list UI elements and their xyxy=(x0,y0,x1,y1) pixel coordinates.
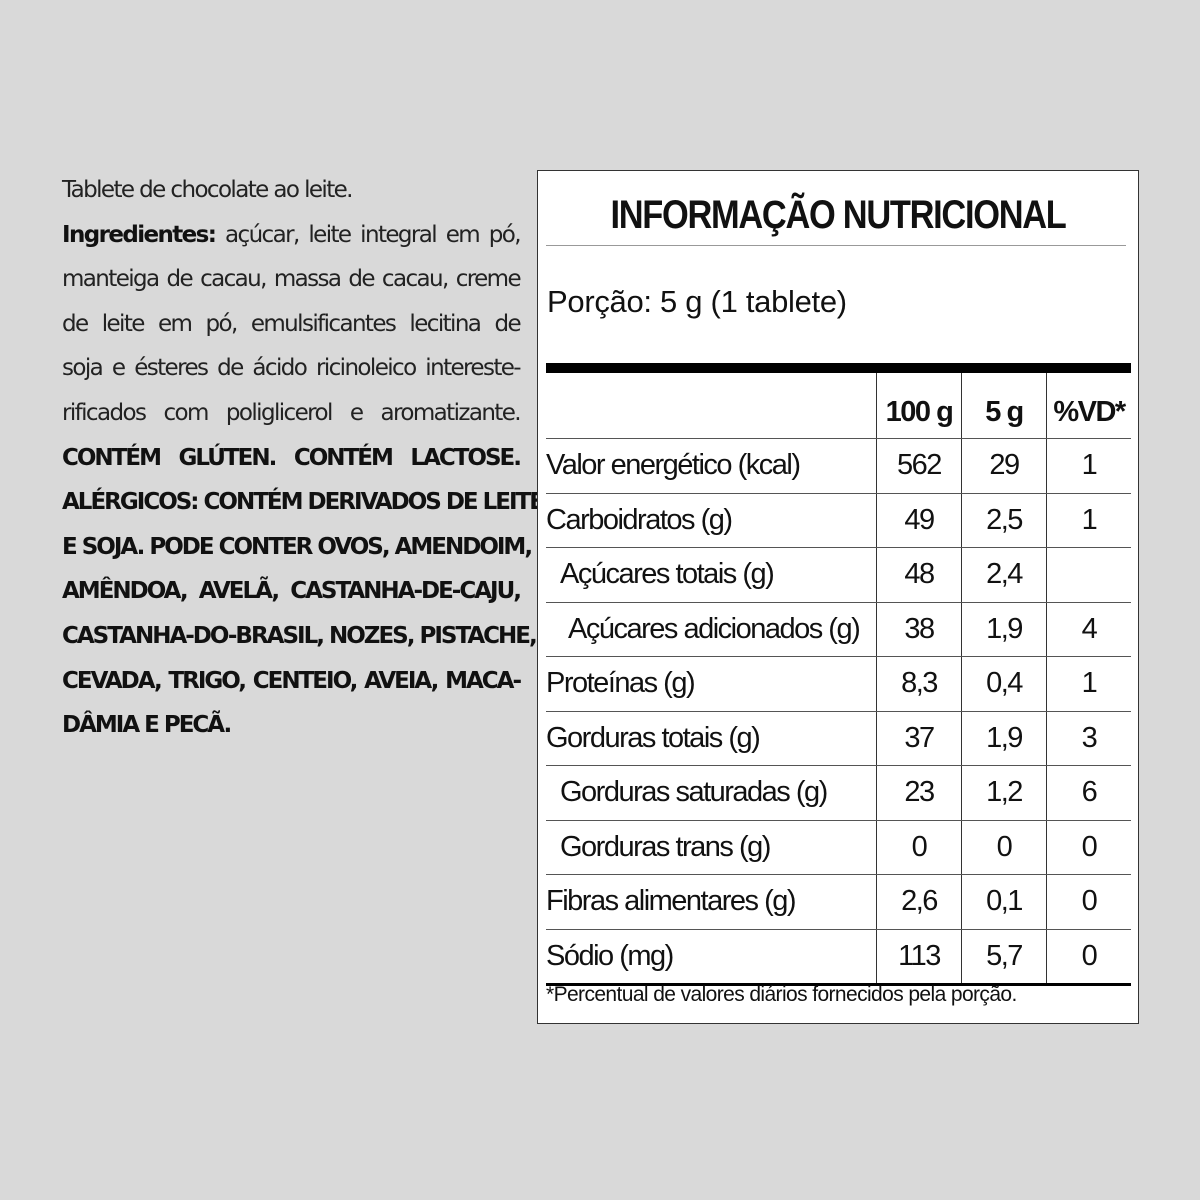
ingredients-text-segment: de leite em pó, emulsificantes lecitina … xyxy=(62,310,522,337)
ingredients-text-segment: Tablete de chocolate ao leite. xyxy=(62,177,353,203)
value-portion: 0,1 xyxy=(961,875,1046,929)
value-portion: 0,4 xyxy=(961,657,1046,711)
table-row: Açúcares adicionados (g) 38 1,9 4 xyxy=(546,602,1131,657)
divider xyxy=(546,245,1126,246)
value-vd: 1 xyxy=(1046,657,1131,711)
header-vd: %VD* xyxy=(1046,373,1131,438)
table-row: Fibras alimentares (g) 2,6 0,1 0 xyxy=(546,875,1131,930)
value-100g: 23 xyxy=(876,766,961,820)
value-100g: 49 xyxy=(876,493,961,547)
value-vd: 1 xyxy=(1046,493,1131,547)
value-100g: 8,3 xyxy=(876,657,961,711)
nutrient-label: Gorduras trans (g) xyxy=(560,830,771,863)
ingredients-label: Ingredientes: xyxy=(62,221,217,248)
nutrient-label: Carboidratos (g) xyxy=(546,503,733,536)
table-row: Gorduras totais (g) 37 1,9 3 xyxy=(546,711,1131,766)
allergen-line: CEVADA, TRIGO, CENTEIO, AVEIA, MACA- xyxy=(62,667,522,694)
table-row: Proteínas (g) 8,3 0,4 1 xyxy=(546,657,1131,712)
portion-size: Porção: 5 g (1 tablete) xyxy=(547,284,847,319)
ingredients-line: soja e ésteres de ácido ricinoleico inte… xyxy=(62,346,522,391)
nutrition-title: INFORMAÇÃO NUTRICIONAL xyxy=(610,193,1066,237)
nutrient-label: Fibras alimentares (g) xyxy=(546,885,797,918)
value-vd: 0 xyxy=(1046,875,1131,929)
allergen-line: E SOJA. PODE CONTER OVOS, AMENDOIM, xyxy=(62,533,533,560)
nutrient-label: Açúcares adicionados (g) xyxy=(568,612,861,645)
value-vd: 0 xyxy=(1046,929,1131,983)
value-portion: 0 xyxy=(961,820,1046,874)
allergen-line: AMÊNDOA, AVELÃ, CASTANHA-DE-CAJU, xyxy=(62,578,522,605)
value-portion: 1,9 xyxy=(961,602,1046,656)
header-100g: 100 g xyxy=(876,373,961,438)
value-vd: 4 xyxy=(1046,602,1131,656)
nutrient-label: Valor energético (kcal) xyxy=(546,449,801,482)
ingredients-line: de leite em pó, emulsificantes lecitina … xyxy=(62,302,522,347)
nutrient-label: Sódio (mg) xyxy=(546,939,674,972)
thick-divider xyxy=(546,363,1131,373)
nutrient-label: Gorduras saturadas (g) xyxy=(560,776,828,809)
allergen-line: CONTÉM GLÚTEN. CONTÉM LACTOSE. xyxy=(62,444,522,471)
value-portion: 1,9 xyxy=(961,711,1046,765)
table-row: Carboidratos (g) 49 2,5 1 xyxy=(546,493,1131,548)
ingredients-line: rificados com poliglicerol e aromatizant… xyxy=(62,391,522,436)
nutrient-table: 100 g 5 g %VD* Valor energético (kcal) 56… xyxy=(546,373,1131,986)
ingredients-line: Tablete de chocolate ao leite. xyxy=(62,168,520,213)
value-portion: 2,4 xyxy=(961,548,1046,602)
value-100g: 562 xyxy=(876,439,961,493)
header-portion: 5 g xyxy=(961,373,1046,438)
value-100g: 113 xyxy=(876,929,961,983)
value-100g: 2,6 xyxy=(876,875,961,929)
ingredients-text-segment: manteiga de cacau, massa de cacau, creme xyxy=(62,266,522,293)
table-row: Gorduras saturadas (g) 23 1,2 6 xyxy=(546,766,1131,821)
value-vd: 6 xyxy=(1046,766,1131,820)
nutrition-facts-table: INFORMAÇÃO NUTRICIONAL Porção: 5 g (1 ta… xyxy=(537,170,1139,1024)
table-row: Gorduras trans (g) 0 0 0 xyxy=(546,820,1131,875)
value-vd: 0 xyxy=(1046,820,1131,874)
header-label xyxy=(546,373,876,438)
value-100g: 37 xyxy=(876,711,961,765)
allergen-line: ALÉRGICOS: CONTÉM DERIVADOS DE LEITE xyxy=(62,489,545,516)
allergen-line: CASTANHA-DO-BRASIL, NOZES, PISTACHE, xyxy=(62,622,538,649)
value-vd: 3 xyxy=(1046,711,1131,765)
ingredients-text-segment: açúcar, leite integral em pó, xyxy=(215,221,522,248)
table-header: 100 g 5 g %VD* xyxy=(546,373,1131,439)
ingredients-text-segment: soja e ésteres de ácido ricinoleico inte… xyxy=(62,355,522,382)
value-portion: 29 xyxy=(961,439,1046,493)
value-portion: 2,5 xyxy=(961,493,1046,547)
table-row: Açúcares totais (g) 48 2,4 xyxy=(546,548,1131,603)
table-row: Sódio (mg) 113 5,7 0 xyxy=(546,929,1131,986)
allergen-line: DÂMIA E PECÃ. xyxy=(62,712,232,739)
footnote: *Percentual de valores diários fornecido… xyxy=(546,983,1017,1006)
value-100g: 0 xyxy=(876,820,961,874)
value-100g: 48 xyxy=(876,548,961,602)
nutrient-label: Proteínas (g) xyxy=(546,667,696,700)
ingredients-line: manteiga de cacau, massa de cacau, creme xyxy=(62,257,522,302)
ingredients-line: Ingredientes: açúcar, leite integral em … xyxy=(62,213,522,258)
nutrient-label: Gorduras totais (g) xyxy=(546,721,761,754)
nutrient-label: Açúcares totais (g) xyxy=(560,558,775,591)
ingredients-text: Tablete de chocolate ao leite. Ingredient… xyxy=(62,168,545,748)
value-portion: 5,7 xyxy=(961,929,1046,983)
table-row: Valor energético (kcal) 562 29 1 xyxy=(546,439,1131,494)
value-vd xyxy=(1046,548,1131,602)
value-portion: 1,2 xyxy=(961,766,1046,820)
ingredients-text-segment: rificados com poliglicerol e aromatizant… xyxy=(62,399,522,426)
value-vd: 1 xyxy=(1046,439,1131,493)
value-100g: 38 xyxy=(876,602,961,656)
